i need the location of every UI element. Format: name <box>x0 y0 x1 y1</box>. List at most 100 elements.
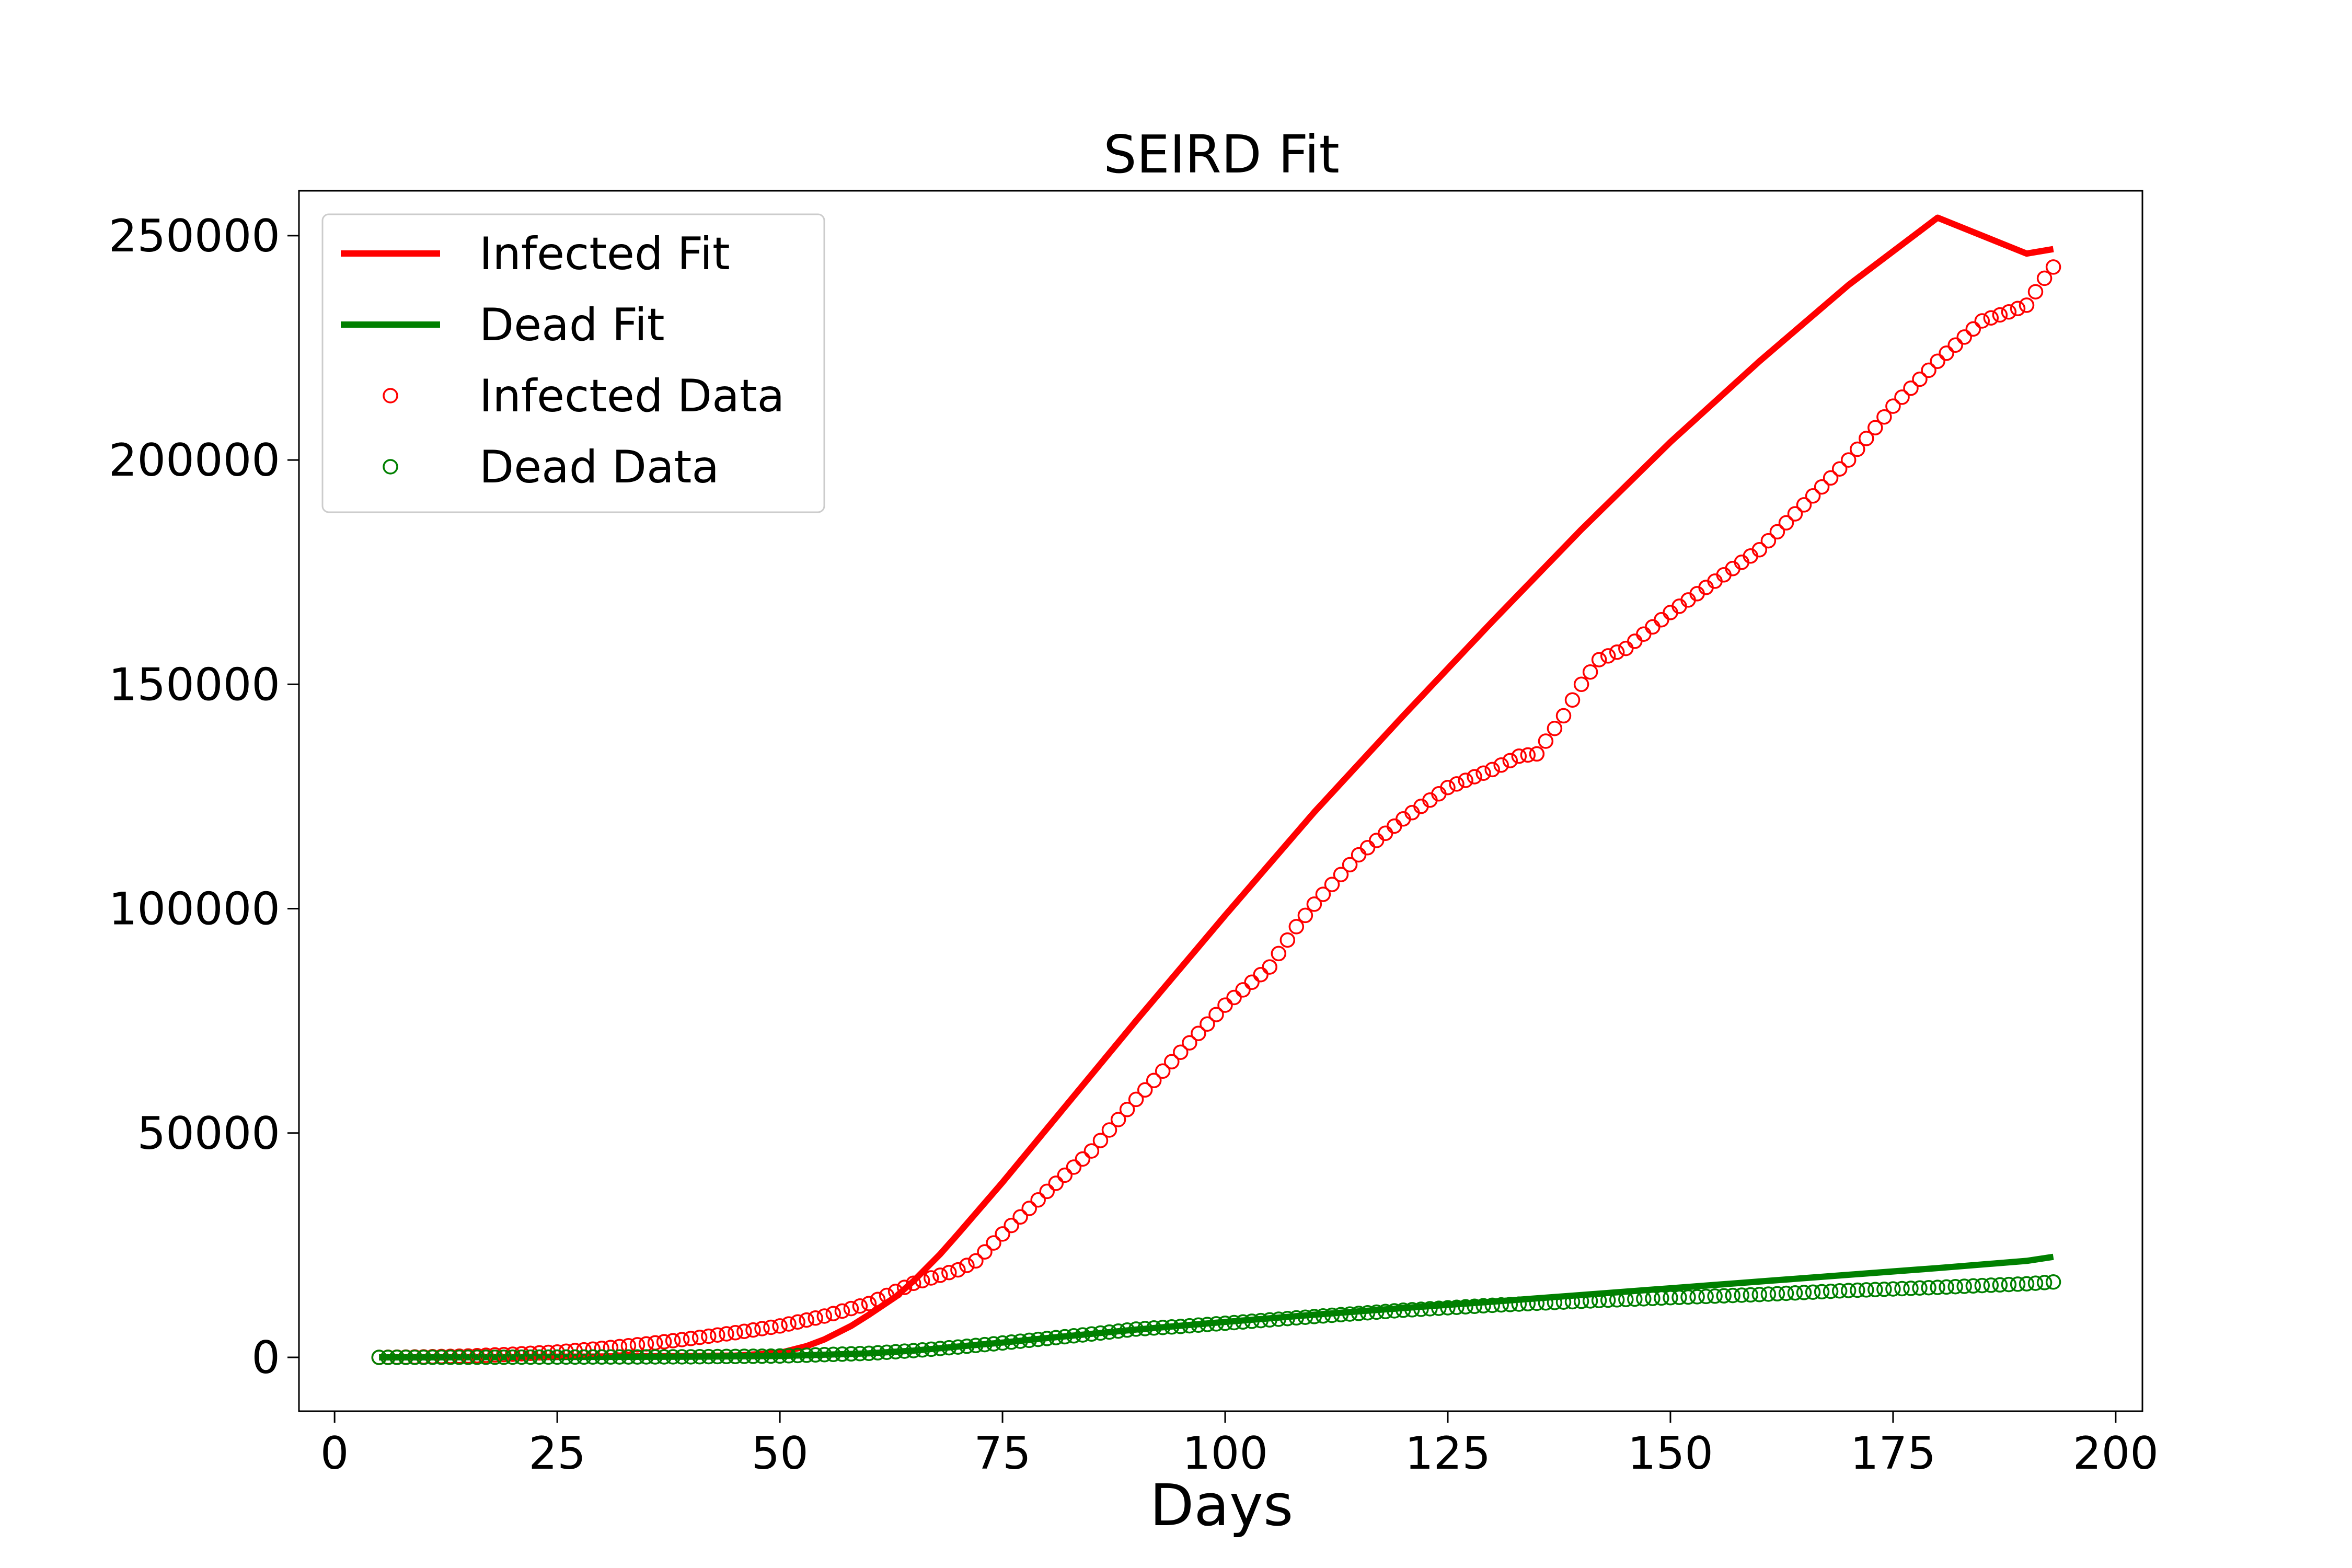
data-point <box>1778 1285 1794 1301</box>
data-point <box>1377 1304 1393 1320</box>
data-point <box>1396 1302 1411 1318</box>
data-point <box>1200 1317 1215 1332</box>
data-point <box>843 1346 859 1362</box>
data-point <box>1876 409 1892 425</box>
data-point <box>1297 907 1313 924</box>
data-point <box>1805 1284 1821 1300</box>
data-point <box>683 1331 699 1346</box>
data-point <box>656 1349 672 1365</box>
data-point <box>1458 1299 1473 1315</box>
data-point <box>629 1349 645 1365</box>
data-point <box>799 1312 814 1328</box>
data-point <box>1867 420 1883 436</box>
data-point <box>710 1327 725 1343</box>
data-point <box>1876 1281 1892 1297</box>
data-point <box>674 1349 690 1365</box>
data-point <box>1538 733 1554 749</box>
data-point <box>1582 664 1598 680</box>
data-point <box>932 1341 948 1356</box>
data-point <box>763 1348 779 1364</box>
y-tick-label: 50000 <box>137 1108 280 1160</box>
data-point <box>1173 1044 1189 1060</box>
data-point <box>1912 1280 1928 1296</box>
data-point <box>1075 1327 1091 1343</box>
data-point <box>1173 1319 1189 1334</box>
data-point <box>2045 259 2061 275</box>
data-point <box>781 1316 797 1332</box>
legend-box <box>321 213 825 513</box>
data-point <box>638 1349 654 1365</box>
data-point <box>665 1349 681 1365</box>
data-point <box>1262 1312 1277 1328</box>
data-point <box>719 1326 734 1342</box>
data-point <box>1146 1073 1162 1089</box>
data-point <box>941 1340 957 1356</box>
data-point <box>1814 1284 1830 1300</box>
data-point <box>1119 1101 1135 1117</box>
data-point <box>1796 497 1812 513</box>
data-point <box>1645 1290 1661 1306</box>
x-tick-label: 125 <box>1405 1427 1491 1480</box>
data-point <box>1859 431 1874 446</box>
data-point <box>959 1258 975 1273</box>
data-point <box>674 1332 690 1347</box>
data-point <box>1609 1292 1625 1308</box>
data-point <box>887 1344 904 1359</box>
data-point <box>1484 1297 1500 1313</box>
data-point <box>950 1262 966 1278</box>
data-point <box>1591 652 1607 667</box>
legend-label: Infected Fit <box>479 228 730 280</box>
data-point <box>1431 1300 1447 1316</box>
x-tick-label: 200 <box>2073 1427 2159 1480</box>
data-point <box>1324 1307 1340 1323</box>
data-point <box>1030 1331 1046 1347</box>
data-point <box>1297 1309 1313 1325</box>
data-point <box>523 1345 538 1362</box>
data-point <box>754 1348 770 1364</box>
data-point <box>1137 1321 1153 1336</box>
data-point <box>1609 644 1625 660</box>
data-point <box>1947 1278 1963 1295</box>
data-point <box>371 1350 387 1365</box>
legend: Infected Fit Dead Fit Infected Data Dead Da… <box>321 213 825 513</box>
data-point <box>612 1339 628 1355</box>
data-point <box>487 1349 503 1365</box>
plot-contents <box>371 214 2061 1365</box>
data-point <box>1083 1326 1100 1342</box>
data-point <box>1627 1291 1643 1307</box>
data-point <box>905 1275 921 1292</box>
data-point <box>1930 353 1945 369</box>
data-point <box>567 1349 583 1365</box>
data-point <box>1226 989 1242 1006</box>
data-point <box>825 1306 841 1321</box>
data-point <box>1796 1285 1812 1300</box>
data-point <box>1191 1025 1206 1041</box>
data-point <box>834 1346 850 1362</box>
data-point <box>1840 1283 1857 1298</box>
data-point <box>1235 1314 1251 1330</box>
data-point <box>656 1334 672 1350</box>
data-point <box>1217 997 1233 1013</box>
plot-frame <box>298 190 2143 1412</box>
legend-marker-swatch <box>383 459 398 475</box>
axes: 0 25 50 75 100 125 150 175 200 0 50000 100000 150000… <box>109 210 2159 1480</box>
data-point <box>549 1344 565 1360</box>
data-point <box>540 1344 556 1361</box>
data-point <box>1947 337 1963 353</box>
data-point <box>1226 1315 1242 1331</box>
data-point <box>2001 304 2017 320</box>
data-point <box>896 1343 913 1359</box>
data-point <box>772 1318 788 1334</box>
data-point <box>1689 1289 1705 1305</box>
data-point <box>1547 1295 1563 1310</box>
data-point <box>1840 452 1857 468</box>
data-point <box>585 1349 601 1365</box>
data-point <box>745 1322 761 1338</box>
data-point <box>1956 329 1972 345</box>
data-point <box>1859 1282 1874 1298</box>
data-point <box>1769 524 1785 540</box>
data-point <box>1075 1151 1091 1167</box>
data-point <box>1057 1167 1073 1183</box>
data-point <box>1004 1334 1019 1350</box>
data-point <box>736 1348 752 1364</box>
